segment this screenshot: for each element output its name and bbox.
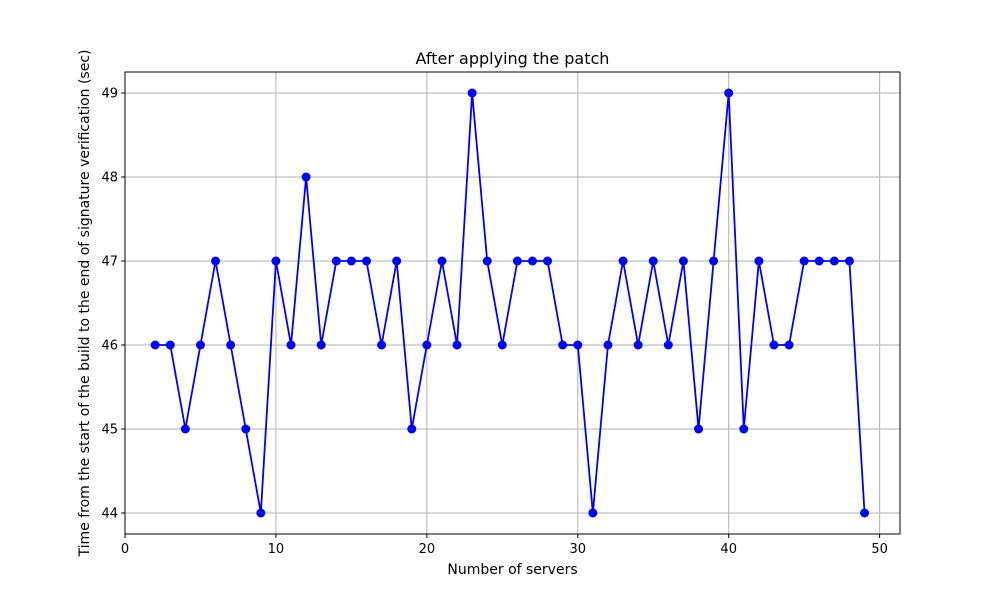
- data-point: [558, 340, 568, 350]
- data-point: [799, 256, 809, 266]
- x-tick-label: 50: [871, 542, 888, 557]
- y-tick-label: 46: [101, 339, 118, 354]
- data-point: [527, 256, 537, 266]
- data-point: [150, 340, 160, 350]
- data-point: [346, 256, 356, 266]
- y-tick-label: 48: [101, 171, 118, 186]
- data-point: [331, 256, 341, 266]
- y-tick-label: 47: [101, 255, 118, 270]
- data-point: [256, 508, 266, 518]
- x-tick-label: 30: [570, 542, 587, 557]
- data-point: [226, 340, 236, 350]
- data-point: [829, 256, 839, 266]
- data-point: [211, 256, 221, 266]
- data-point: [754, 256, 764, 266]
- data-point: [588, 508, 598, 518]
- data-point: [603, 340, 613, 350]
- y-tick-label: 45: [101, 423, 118, 438]
- data-point: [271, 256, 281, 266]
- data-point: [739, 424, 749, 434]
- data-point: [422, 340, 432, 350]
- data-point: [724, 88, 734, 98]
- series-layer: [150, 88, 870, 518]
- data-point: [769, 340, 779, 350]
- data-point: [573, 340, 583, 350]
- data-point: [512, 256, 522, 266]
- data-point: [543, 256, 553, 266]
- data-point: [392, 256, 402, 266]
- data-point: [452, 340, 462, 350]
- data-point: [180, 424, 190, 434]
- data-point: [694, 424, 704, 434]
- x-tick-label: 40: [720, 542, 737, 557]
- data-point: [814, 256, 824, 266]
- data-point: [709, 256, 719, 266]
- data-point: [648, 256, 658, 266]
- x-axis-ticks: 0 10 20 30 40 50: [121, 534, 888, 557]
- y-tick-label: 49: [101, 87, 118, 102]
- chart-title: After applying the patch: [416, 49, 610, 68]
- y-axis-label: Time from the start of the build to the …: [77, 49, 93, 557]
- x-tick-label: 0: [121, 542, 129, 557]
- data-point: [663, 340, 673, 350]
- plot-frame: [124, 71, 901, 535]
- data-point: [618, 256, 628, 266]
- data-point: [437, 256, 447, 266]
- data-point: [860, 508, 870, 518]
- data-point: [844, 256, 854, 266]
- data-point: [633, 340, 643, 350]
- data-point: [195, 340, 205, 350]
- data-point: [678, 256, 688, 266]
- y-axis-ticks: 44 45 46 47 48 49: [101, 87, 125, 522]
- data-point: [361, 256, 371, 266]
- data-point: [286, 340, 296, 350]
- series-line: [155, 92, 866, 514]
- data-point: [482, 256, 492, 266]
- x-axis-label: Number of servers: [447, 562, 577, 578]
- x-tick-label: 20: [419, 542, 436, 557]
- data-point: [407, 424, 417, 434]
- data-point: [784, 340, 794, 350]
- data-point: [377, 340, 387, 350]
- data-point: [241, 424, 251, 434]
- data-point: [165, 340, 175, 350]
- x-tick-label: 10: [268, 542, 285, 557]
- y-tick-label: 44: [101, 507, 118, 522]
- data-point: [301, 172, 311, 182]
- data-point: [316, 340, 326, 350]
- data-point: [497, 340, 507, 350]
- grid-lines: [124, 72, 900, 534]
- data-point: [467, 88, 477, 98]
